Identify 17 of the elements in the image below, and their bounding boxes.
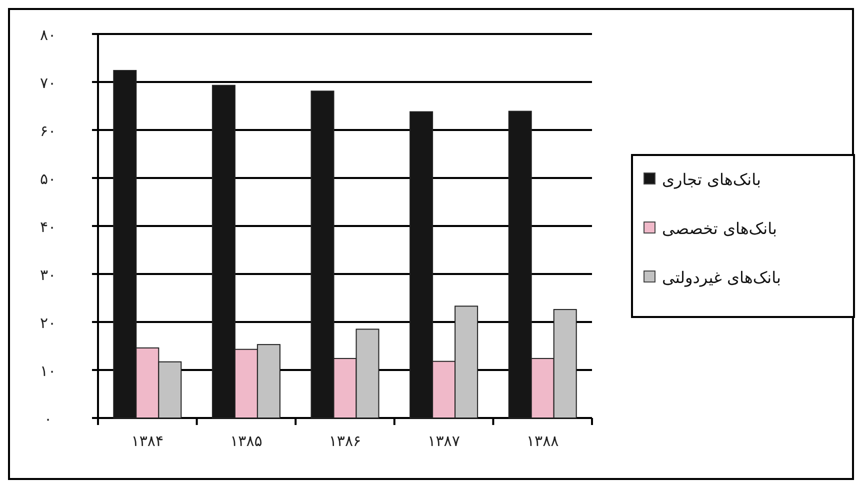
x-tick-label: ۱۳۸۶ <box>328 432 362 450</box>
y-tick-label: ۳۰ <box>40 266 56 284</box>
x-tick-label: ۱۳۸۵ <box>230 432 262 450</box>
x-tick-label: ۱۳۸۴ <box>131 432 164 450</box>
y-tick-label: ۴۰ <box>40 218 56 236</box>
y-tick-label: ۷۰ <box>40 74 56 92</box>
y-tick-label: ۰ <box>44 410 52 428</box>
legend-label: بانک‌های غیردولتی <box>662 268 781 287</box>
legend-label: بانک‌های تخصصی <box>662 219 777 238</box>
y-tick-label: ۲۰ <box>40 314 56 332</box>
y-tick-label: ۱۰ <box>40 362 56 380</box>
y-tick-label: ۵۰ <box>40 170 56 188</box>
y-tick-label: ۸۰ <box>40 26 56 44</box>
x-tick-label: ۱۳۸۸ <box>526 432 559 450</box>
y-tick-label: ۶۰ <box>40 122 56 140</box>
legend-label: بانک‌های تجاری <box>662 170 761 189</box>
x-tick-label: ۱۳۸۷ <box>428 432 460 450</box>
